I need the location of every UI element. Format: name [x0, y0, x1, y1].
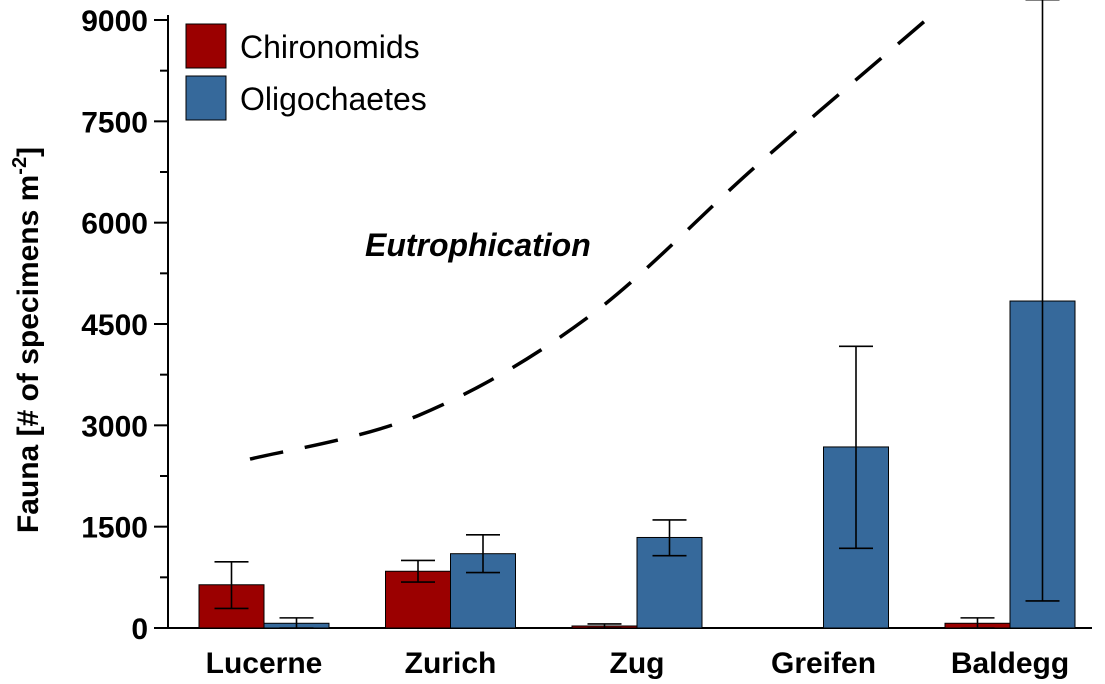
trend-curve — [249, 18, 928, 461]
y-tick-label: 1500 — [81, 512, 148, 545]
y-axis-label-sup: -2 — [9, 157, 31, 175]
x-axis: Lucerne Zurich Zug Greifen Baldegg — [168, 627, 1092, 680]
y-tick-label: 0 — [131, 613, 148, 646]
legend-swatch-chironomids — [185, 23, 227, 69]
x-tick-label: Lucerne — [206, 647, 323, 680]
bars — [198, 300, 1076, 629]
trend-curve-path — [249, 18, 928, 461]
legend-label-oligochaetes: Oligochaetes — [240, 81, 427, 117]
y-tick-label: 4500 — [81, 309, 148, 342]
legend: Chironomids Oligochaetes — [185, 23, 427, 121]
error-bars — [214, 0, 1060, 629]
y-tick-label: 3000 — [81, 410, 148, 443]
x-tick-label: Baldegg — [951, 647, 1069, 680]
y-tick-label: 7500 — [81, 106, 148, 139]
legend-label-chironomids: Chironomids — [240, 29, 420, 65]
y-axis-label-end: ] — [12, 147, 45, 157]
y-tick-label: 6000 — [81, 208, 148, 241]
y-axis-label-main: Fauna [# of specimens m — [12, 175, 45, 533]
x-tick-label: Greifen — [771, 647, 876, 680]
y-axis: 0 1500 3000 4500 6000 7500 9000 — [81, 5, 169, 646]
annotation-eutrophication: Eutrophication — [365, 227, 591, 263]
y-tick-label: 9000 — [81, 5, 148, 38]
legend-swatch-oligochaetes — [185, 75, 227, 121]
x-tick-label: Zurich — [405, 647, 497, 680]
y-axis-label: Fauna [# of specimens m-2] — [9, 147, 45, 533]
x-tick-label: Zug — [610, 647, 665, 680]
bar-oligochaetes — [636, 536, 703, 629]
